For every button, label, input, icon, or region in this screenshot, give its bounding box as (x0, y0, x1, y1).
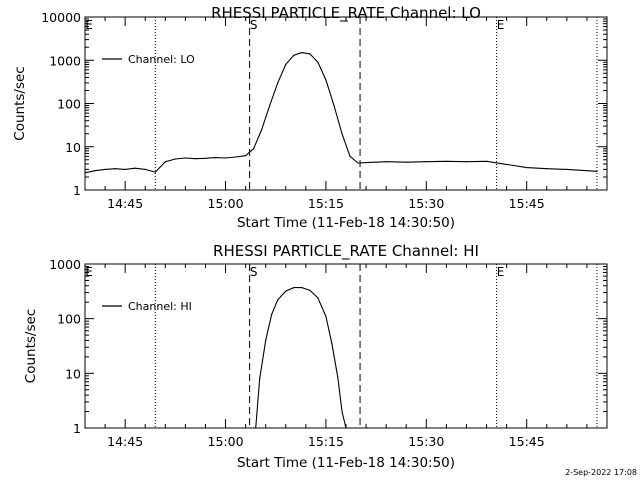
data-point (277, 82, 279, 84)
data-point (134, 167, 136, 169)
data-point (269, 104, 271, 107)
marker-label: E (85, 18, 93, 32)
data-point (144, 168, 146, 170)
data-point (293, 54, 295, 56)
data-point (333, 104, 335, 107)
x-tick-label: 15:45 (509, 434, 545, 449)
marker-label: S (250, 18, 258, 32)
data-point (465, 161, 468, 163)
data-point (405, 161, 407, 163)
x-tick-label: 15:30 (408, 434, 444, 449)
data-point (337, 378, 339, 380)
data-point (261, 128, 263, 131)
data-point (174, 158, 176, 160)
y-tick-label: 100 (57, 312, 81, 327)
data-point (234, 156, 237, 158)
plot-frame (84, 263, 608, 429)
panel-hi: RHESSI PARTICLE_RATE Channel: HI 1 10 100 10… (23, 242, 608, 471)
data-point (114, 168, 116, 170)
data-point (349, 155, 351, 157)
data-point (317, 297, 319, 299)
data-point (425, 161, 427, 163)
x-axis-label: Start Time (11-Feb-18 14:30:50) (237, 455, 455, 471)
data-point (104, 168, 106, 170)
data-point (94, 170, 96, 172)
y-tick-label: 10 (65, 140, 81, 155)
data-point (357, 162, 359, 164)
footer-timestamp: 2-Sep-2022 17:08 (565, 468, 637, 477)
data-point (325, 79, 327, 81)
legend-label: Channel: LO (128, 53, 195, 66)
data-point (224, 157, 227, 159)
x-axis-label: Start Time (11-Feb-18 14:30:50) (237, 215, 455, 231)
data-point (506, 163, 508, 166)
data-point (309, 53, 311, 55)
data-point (277, 299, 279, 301)
data-point (341, 410, 343, 413)
x-tick-label: 15:15 (308, 196, 344, 211)
y-tick-label: 10000 (41, 10, 81, 25)
x-tick-label: 15:00 (208, 196, 244, 211)
x-tick-label: 15:15 (308, 434, 344, 449)
data-point (345, 427, 347, 429)
data-point (253, 148, 255, 150)
data-point (526, 166, 528, 169)
data-point (164, 161, 166, 163)
data-point (301, 287, 303, 289)
data-point (365, 162, 367, 164)
x-tick-label: 14:45 (107, 434, 143, 449)
data-point (546, 168, 548, 170)
data-point (293, 287, 295, 289)
data-point (271, 313, 273, 315)
data-point (317, 61, 319, 63)
marker-label: S (250, 265, 258, 279)
data-point (84, 172, 86, 174)
data-point (255, 427, 257, 429)
data-point (124, 168, 126, 170)
data-point (341, 133, 343, 135)
data-point (331, 342, 333, 345)
y-axis-label: Counts/sec (12, 66, 28, 140)
data-point (245, 155, 247, 157)
y-tick-label: 1000 (49, 257, 81, 272)
series-line (255, 287, 347, 429)
data-point (214, 157, 217, 159)
data-point (194, 158, 197, 160)
data-point (265, 339, 267, 342)
chart-title: RHESSI PARTICLE_RATE Channel: HI (213, 242, 479, 261)
x-tick-label: 14:45 (107, 196, 143, 211)
marker-label: E (497, 265, 505, 279)
data-point (566, 168, 568, 170)
marker-label: E (85, 265, 93, 279)
data-point (586, 170, 588, 172)
data-point (259, 378, 261, 380)
y-tick-label: 1 (73, 421, 81, 436)
data-point (285, 63, 287, 66)
y-tick-label: 1 (73, 183, 81, 198)
y-axis-label: Counts/sec (23, 309, 39, 383)
data-point (184, 157, 186, 159)
y-tick-label: 100 (57, 97, 81, 112)
panel-lo: RHESSI PARTICLE_RATE Channel: LO 1 10 100 10… (12, 4, 608, 231)
series-line (84, 52, 598, 174)
data-point (385, 161, 387, 163)
data-point (445, 160, 447, 162)
x-tick-label: 15:00 (208, 434, 244, 449)
chart-title: RHESSI PARTICLE_RATE Channel: LO (211, 4, 481, 23)
x-tick-label: 15:30 (408, 196, 444, 211)
data-point (596, 170, 598, 172)
data-point (325, 315, 327, 318)
data-point (154, 171, 156, 173)
data-point (485, 160, 488, 162)
x-tick-label: 15:45 (509, 196, 545, 211)
marker-label: E (497, 18, 505, 32)
y-tick-label: 1000 (49, 53, 81, 68)
data-point (204, 157, 207, 159)
y-tick-label: 10 (65, 366, 81, 381)
data-point (309, 289, 311, 291)
data-point (285, 290, 287, 292)
legend-label: Channel: HI (128, 300, 192, 313)
data-point (301, 52, 303, 54)
